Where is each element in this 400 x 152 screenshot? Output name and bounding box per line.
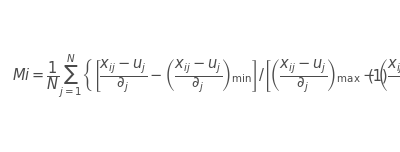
- Text: (1): (1): [367, 69, 388, 83]
- Text: $Mi = \dfrac{1}{N}\sum_{j=1}^{N}\left\{\left[\dfrac{x_{ij}-u_j}{\partial_j}-\lef: $Mi = \dfrac{1}{N}\sum_{j=1}^{N}\left\{\…: [12, 52, 400, 100]
